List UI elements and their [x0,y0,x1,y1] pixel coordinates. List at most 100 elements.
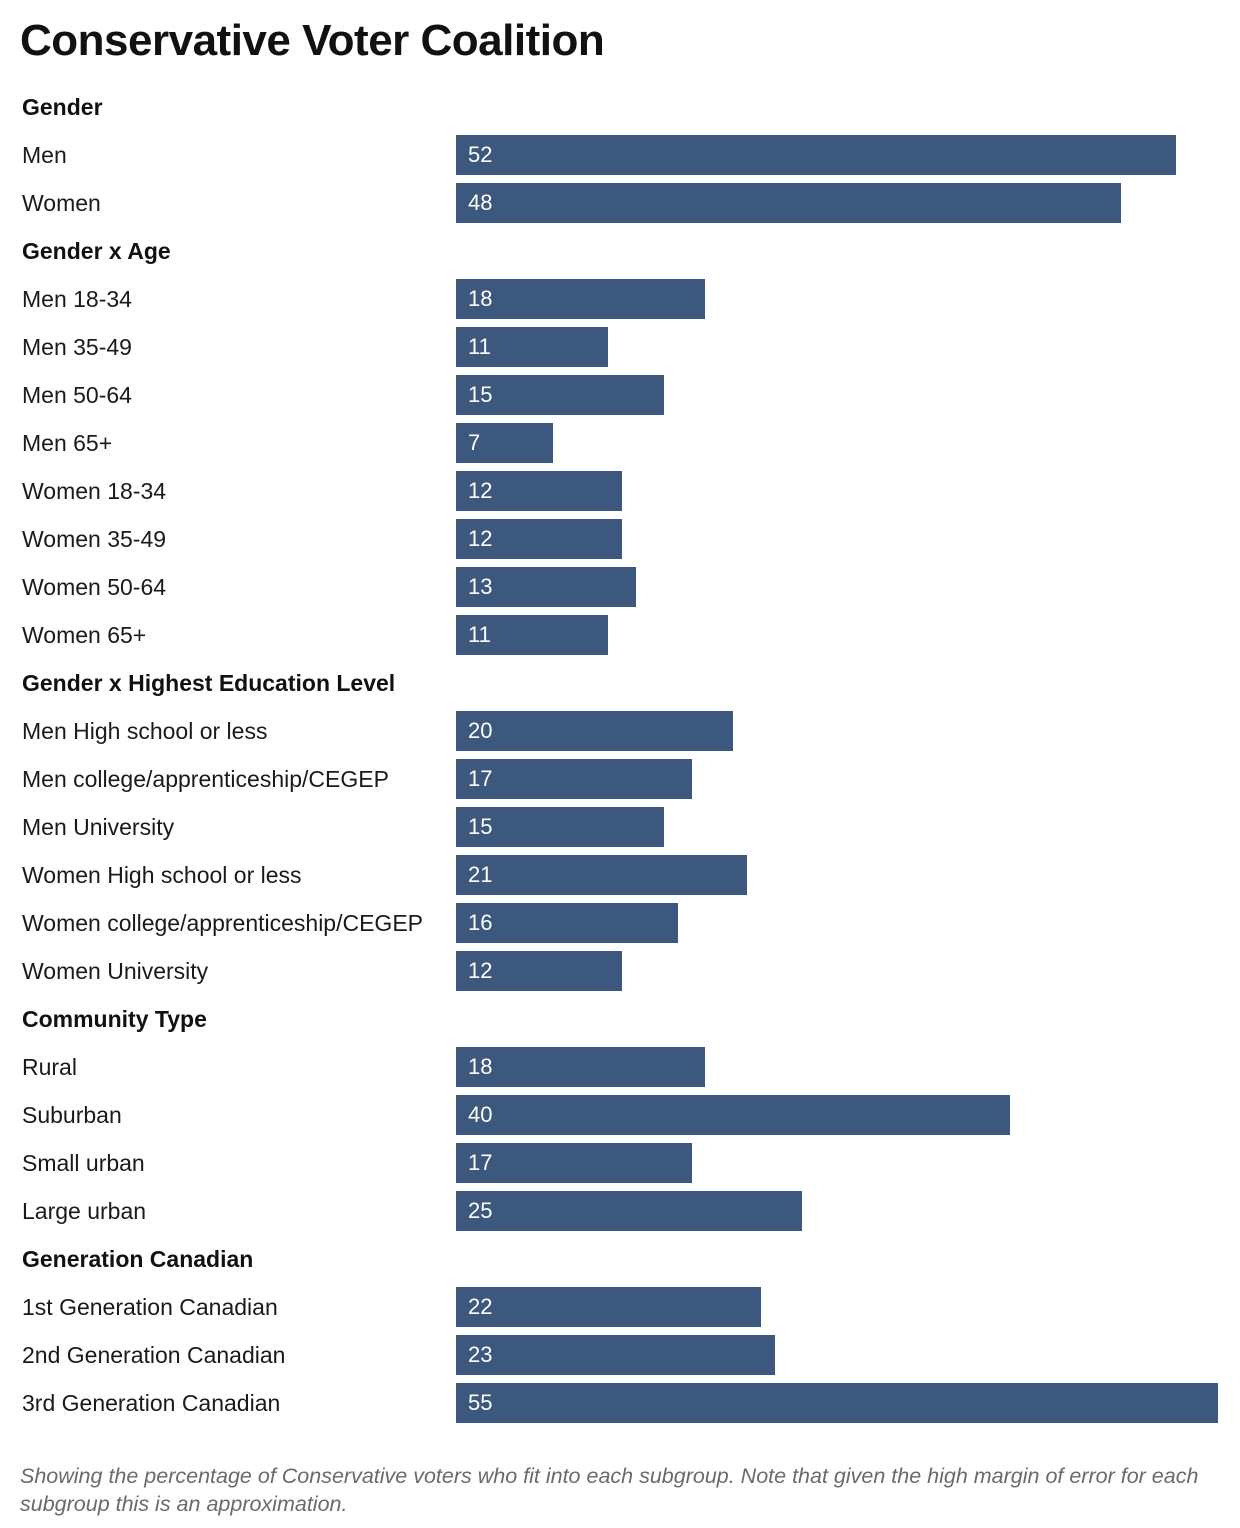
group-header: Gender x Highest Education Level [0,659,1240,707]
bar: 20 [456,711,733,751]
group-label: Community Type [22,1006,207,1032]
bar: 18 [456,279,705,319]
category-label: Women 65+ [22,622,147,648]
bar: 16 [456,903,678,943]
chart-note: Showing the percentage of Conservative v… [20,1464,1199,1516]
bar: 22 [456,1287,761,1327]
bar-value-label: 55 [468,1390,493,1415]
category-label: Men 65+ [22,430,113,456]
category-label: Men 35-49 [22,334,132,360]
bar-value-label: 21 [468,862,493,887]
bar-value-label: 15 [468,382,493,407]
bar-value-label: 23 [468,1342,493,1367]
bar-row: Men college/apprenticeship/CEGEP 17 [0,755,1240,803]
bar-value-label: 11 [468,622,491,647]
bar: 40 [456,1095,1010,1135]
group-label: Gender [22,94,103,120]
bar-value-label: 16 [468,910,493,935]
category-label: Women 35-49 [22,526,167,552]
bar-value-label: 40 [468,1102,493,1127]
bar: 25 [456,1191,802,1231]
bar: 21 [456,855,747,895]
category-label: Large urban [22,1198,147,1224]
bar: 11 [456,327,608,367]
bar: 52 [456,135,1176,175]
bar-row: Men 52 [0,131,1240,179]
bar-row: Large urban 25 [0,1187,1240,1235]
category-label: Women 18-34 [22,478,167,504]
category-label: Men 18-34 [22,286,132,312]
bar-row: Suburban 40 [0,1091,1240,1139]
chart-title: Conservative Voter Coalition [20,16,605,65]
bar-row: Men 50-64 15 [0,371,1240,419]
bar-row: Men High school or less 20 [0,707,1240,755]
bar-value-label: 18 [468,1054,493,1079]
category-label: Women 50-64 [22,574,167,600]
bar: 13 [456,567,636,607]
category-label: Men [22,142,67,168]
category-label: Men University [22,814,175,840]
group-label: Gender x Highest Education Level [22,670,396,696]
bar-value-label: 13 [468,574,493,599]
bar-value-label: 25 [468,1198,493,1223]
bar-chart: Gender Men 52 Women 48 Gender x Age Men 18-34 1… [0,83,1240,1423]
category-label: 2nd Generation Canadian [22,1342,286,1368]
group-header: Gender [0,83,1240,131]
bar: 55 [456,1383,1218,1423]
bar-value-label: 22 [468,1294,493,1319]
group-header: Generation Canadian [0,1235,1240,1283]
category-label: Women college/apprenticeship/CEGEP [22,910,424,936]
category-label: Women University [22,958,209,984]
bar-row: Women 18-34 12 [0,467,1240,515]
bar: 11 [456,615,608,655]
bar-value-label: 48 [468,190,493,215]
bar: 48 [456,183,1121,223]
bar: 18 [456,1047,705,1087]
bar-value-label: 12 [468,526,493,551]
group-header: Community Type [0,995,1240,1043]
bar-row: Women 35-49 12 [0,515,1240,563]
category-label: Women [22,190,101,216]
bar-row: Women 48 [0,179,1240,227]
category-label: Women High school or less [22,862,302,888]
bar: 12 [456,951,622,991]
bar: 17 [456,1143,692,1183]
group-label: Generation Canadian [22,1246,254,1272]
category-label: Men college/apprenticeship/CEGEP [22,766,389,792]
bar-row: Women University 12 [0,947,1240,995]
bar-value-label: 17 [468,766,493,791]
bar-row: Men 35-49 11 [0,323,1240,371]
group-header: Gender x Age [0,227,1240,275]
bar: 7 [456,423,553,463]
bar-value-label: 7 [468,430,481,455]
bar-value-label: 15 [468,814,493,839]
category-label: 3rd Generation Canadian [22,1390,281,1416]
category-label: 1st Generation Canadian [22,1294,278,1320]
bar: 12 [456,519,622,559]
bar-row: 2nd Generation Canadian 23 [0,1331,1240,1379]
bar: 15 [456,807,664,847]
bar-row: 1st Generation Canadian 22 [0,1283,1240,1331]
bar-row: Women 50-64 13 [0,563,1240,611]
bar-value-label: 18 [468,286,493,311]
category-label: Men High school or less [22,718,268,744]
bar: 15 [456,375,664,415]
bar-value-label: 20 [468,718,493,743]
bar-value-label: 12 [468,478,493,503]
category-label: Small urban [22,1150,145,1176]
bar: 17 [456,759,692,799]
bar-value-label: 11 [468,334,491,359]
bar-row: Women High school or less 21 [0,851,1240,899]
bar-row: Men 18-34 18 [0,275,1240,323]
bar-value-label: 17 [468,1150,493,1175]
bar-row: Rural 18 [0,1043,1240,1091]
bar-row: Small urban 17 [0,1139,1240,1187]
bar-row: Women college/apprenticeship/CEGEP 16 [0,899,1240,947]
bar-value-label: 12 [468,958,493,983]
bar: 23 [456,1335,775,1375]
bar-row: Men University 15 [0,803,1240,851]
bar-value-label: 52 [468,142,493,167]
bar-row: Women 65+ 11 [0,611,1240,659]
category-label: Rural [22,1054,77,1080]
bar-row: Men 65+ 7 [0,419,1240,467]
